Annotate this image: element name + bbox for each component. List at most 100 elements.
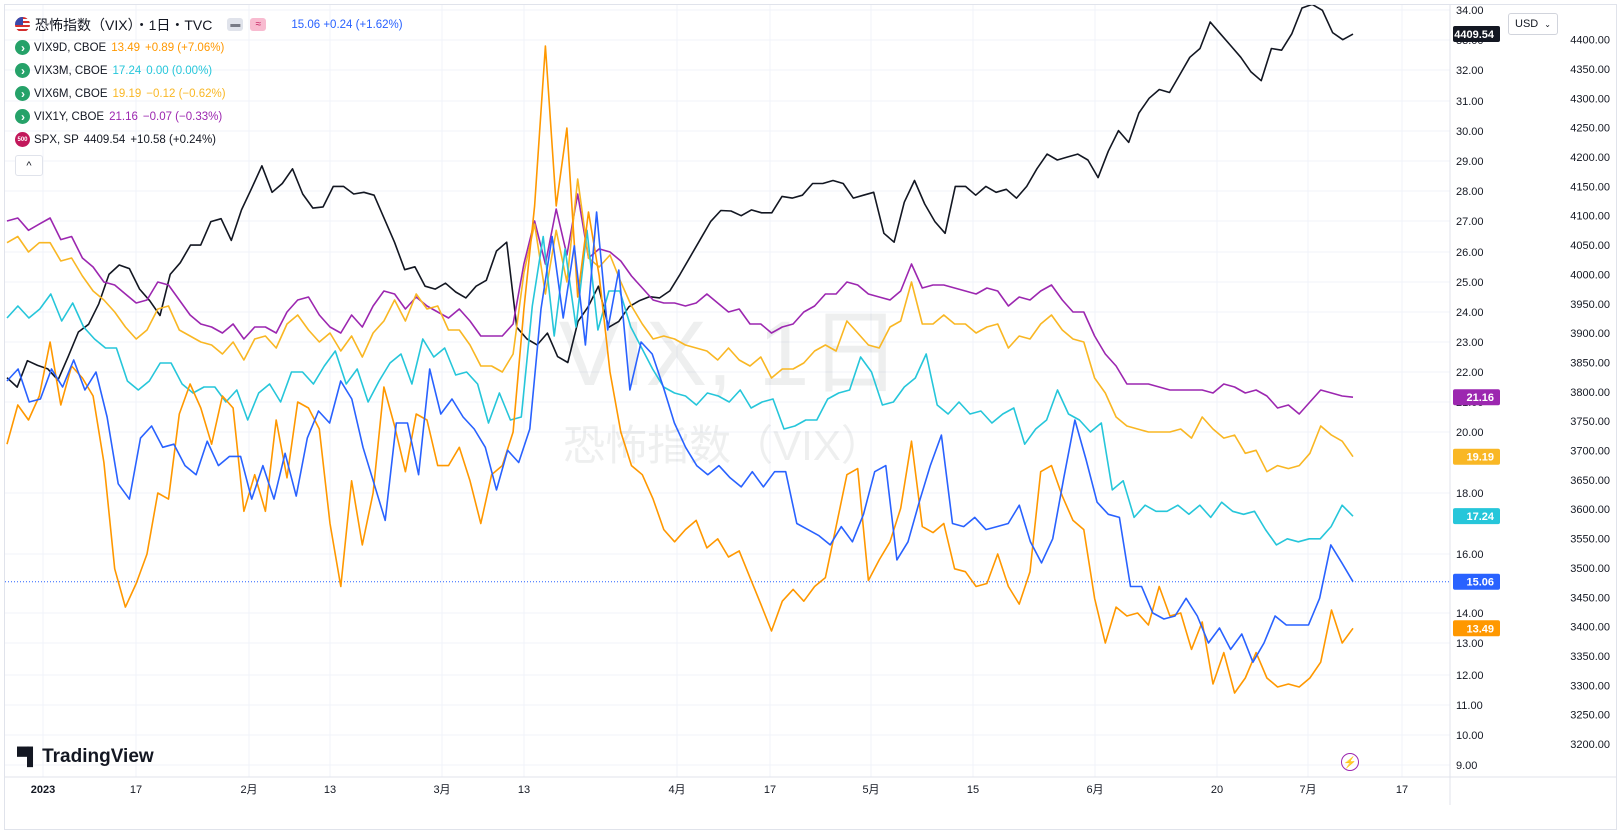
price-label-box — [1453, 620, 1500, 637]
tradingview-wordmark: TradingView — [42, 746, 154, 767]
y-right-tick-label: 3550.00 — [1570, 534, 1610, 546]
y-right-tick-label: 4100.00 — [1570, 211, 1610, 223]
series-line-2 — [6, 229, 1354, 546]
tradingview-mark-icon: ▀▌ — [17, 747, 39, 766]
y-right-tick-label: 3300.00 — [1570, 680, 1610, 692]
legend-row[interactable]: VIX1Y, CBOE 21.16 −0.07 (−0.33%) — [15, 105, 408, 128]
x-tick-label: 6月 — [1086, 784, 1103, 796]
legend-value: 4409.54 — [83, 133, 126, 146]
chart-plot[interactable]: 2023172月133月134月175月156月207月1734.0033.00… — [5, 5, 1616, 829]
price-label-box — [1453, 26, 1500, 43]
arrow-badge-icon — [15, 86, 30, 101]
y-left-tick-label: 30.00 — [1456, 126, 1484, 138]
y-left-tick-label: 29.00 — [1456, 156, 1484, 168]
y-left-tick-label: 32.00 — [1456, 65, 1484, 77]
y-left-tick-label: 10.00 — [1456, 730, 1484, 742]
y-right-tick-label: 3700.00 — [1570, 446, 1610, 458]
currency-button[interactable]: USD ⌄ — [1508, 13, 1558, 35]
x-tick-label: 5月 — [862, 784, 879, 796]
y-right-tick-label: 3600.00 — [1570, 504, 1610, 516]
legend-value: 13.49 — [111, 41, 140, 54]
y-right-tick-label: 4000.00 — [1570, 269, 1610, 281]
x-tick-label: 2月 — [240, 784, 257, 796]
arrow-badge-icon — [15, 63, 30, 78]
series-line-1 — [6, 45, 1354, 694]
y-right-tick-label: 4300.00 — [1570, 93, 1610, 105]
series-line-5 — [6, 5, 1354, 388]
legend-row[interactable]: VIX6M, CBOE 19.19 −0.12 (−0.62%) — [15, 82, 408, 105]
y-right-tick-label: 3900.00 — [1570, 328, 1610, 340]
price-label: 15.06 — [1466, 577, 1494, 589]
y-left-tick-label: 25.00 — [1456, 277, 1484, 289]
price-label: 13.49 — [1466, 623, 1494, 635]
us-flag-icon — [15, 17, 30, 32]
y-left-tick-label: 24.00 — [1456, 307, 1484, 319]
y-right-tick-label: 4400.00 — [1570, 35, 1610, 47]
main-symbol-title: 恐怖指数（VIX）・1日・TVC — [35, 16, 213, 33]
x-tick-label: 13 — [324, 784, 336, 796]
plot-background — [5, 5, 1450, 777]
chart-panel: 2023172月133月134月175月156月207月1734.0033.00… — [4, 4, 1617, 830]
legend-row[interactable]: VIX3M, CBOE 17.24 0.00 (0.00%) — [15, 59, 408, 82]
series-legend: 恐怖指数（VIX）・1日・TVC ▬ ≈ 15.06 +0.24 (+1.62%… — [15, 13, 408, 176]
x-tick-label: 17 — [1396, 784, 1408, 796]
y-right-tick-label: 3500.00 — [1570, 563, 1610, 575]
y-left-tick-label: 9.00 — [1456, 760, 1477, 772]
main-symbol-values: 15.06 +0.24 (+1.62%) — [291, 18, 403, 31]
legend-collapse-button[interactable]: ^ — [15, 155, 43, 176]
arrow-badge-icon — [15, 40, 30, 55]
y-right-tick-label: 3450.00 — [1570, 592, 1610, 604]
legend-name: VIX1Y, CBOE — [34, 110, 105, 123]
y-left-tick-label: 16.00 — [1456, 549, 1484, 561]
y-left-tick-label: 14.00 — [1456, 608, 1484, 620]
price-label: 21.16 — [1466, 392, 1494, 404]
tradingview-logo[interactable]: ▀▌ TradingView — [17, 746, 154, 768]
price-label-box — [1453, 573, 1500, 590]
y-left-tick-label: 26.00 — [1456, 247, 1484, 259]
x-tick-label: 3月 — [433, 784, 450, 796]
watermark-title: VIX, 1日 — [559, 303, 902, 405]
y-left-tick-label: 28.00 — [1456, 186, 1484, 198]
data-delay-icon[interactable]: ≈ — [250, 18, 267, 31]
price-label-box — [1453, 389, 1500, 406]
legend-main-row[interactable]: 恐怖指数（VIX）・1日・TVC ▬ ≈ 15.06 +0.24 (+1.62%… — [15, 13, 408, 36]
legend-row[interactable]: 500 SPX, SP 4409.54 +10.58 (+0.24%) — [15, 128, 408, 151]
lightning-icon[interactable]: ⚡ — [1341, 753, 1359, 771]
legend-value: 21.16 — [109, 110, 138, 123]
x-tick-label: 4月 — [668, 784, 685, 796]
y-right-tick-label: 3950.00 — [1570, 299, 1610, 311]
y-right-tick-label: 3850.00 — [1570, 357, 1610, 369]
y-left-tick-label: 27.00 — [1456, 216, 1484, 228]
x-tick-label: 17 — [764, 784, 776, 796]
legend-row[interactable]: VIX9D, CBOE 13.49 +0.89 (+7.06%) — [15, 36, 408, 59]
y-left-tick-label: 23.00 — [1456, 337, 1484, 349]
y-left-tick-label: 18.00 — [1456, 488, 1484, 500]
series-line-0 — [6, 211, 1354, 664]
currency-label: USD — [1515, 18, 1539, 30]
chevron-down-icon: ⌄ — [1544, 19, 1551, 29]
y-left-tick-label: 22.00 — [1456, 367, 1484, 379]
price-label: 4409.54 — [1454, 29, 1495, 41]
y-left-tick-label: 34.00 — [1456, 5, 1484, 17]
legend-change: −0.07 (−0.33%) — [142, 110, 223, 123]
y-right-tick-label: 3200.00 — [1570, 739, 1610, 751]
y-right-tick-label: 3400.00 — [1570, 622, 1610, 634]
legend-change: +10.58 (+0.24%) — [130, 133, 216, 146]
legend-name: SPX, SP — [34, 133, 79, 146]
legend-value: 17.24 — [112, 64, 142, 77]
y-right-tick-label: 4050.00 — [1570, 240, 1610, 252]
y-right-tick-label: 4150.00 — [1570, 181, 1610, 193]
x-tick-label: 17 — [130, 784, 142, 796]
x-tick-label: 20 — [1211, 784, 1223, 796]
legend-change: −0.12 (−0.62%) — [146, 87, 226, 100]
legend-name: VIX9D, CBOE — [34, 41, 107, 54]
x-tick-label: 2023 — [31, 784, 55, 796]
price-label: 19.19 — [1466, 452, 1494, 464]
x-tick-label: 15 — [967, 784, 979, 796]
series-line-4 — [6, 193, 1354, 415]
market-closed-icon[interactable]: ▬ — [227, 18, 244, 31]
series-line-3 — [6, 178, 1354, 473]
legend-change: 0.00 (0.00%) — [146, 64, 213, 77]
price-label: 17.24 — [1466, 511, 1494, 523]
y-left-tick-label: 13.00 — [1456, 638, 1484, 650]
